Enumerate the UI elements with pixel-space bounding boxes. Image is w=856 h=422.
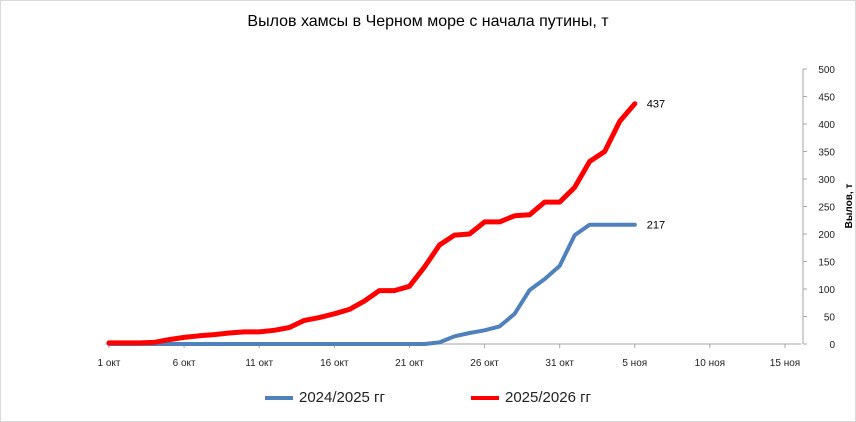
data-label: 217 [647, 220, 665, 232]
x-tick-label: 15 ноя [770, 358, 800, 369]
legend-swatch [264, 395, 293, 400]
legend-label: 2024/2025 гг [298, 389, 385, 406]
y-tick-label: 150 [818, 258, 835, 269]
x-tick-label: 26 окт [470, 358, 499, 369]
y-tick-label: 300 [818, 175, 835, 186]
legend-label: 2025/2026 гг [505, 389, 592, 406]
y-tick-label: 200 [818, 230, 835, 241]
x-tick-label: 5 ноя [622, 358, 647, 369]
legend-item-2024-2025: 2024/2025 гг [264, 389, 385, 406]
y-tick-label: 0 [829, 340, 835, 351]
y-tick-label: 400 [818, 120, 835, 131]
x-tick-label: 31 окт [545, 358, 574, 369]
y-tick-label: 350 [818, 148, 835, 159]
series-line-2024-2025 [107, 222, 637, 346]
x-tick-label: 6 окт [173, 358, 196, 369]
data-label: 437 [647, 99, 665, 111]
legend-item-2025-2026: 2025/2026 гг [471, 389, 591, 406]
y-tick-label: 250 [818, 203, 835, 214]
y-tick-label: 100 [818, 285, 835, 296]
legend: 2024/2025 гг 2025/2026 гг [1, 389, 855, 406]
legend-swatch [471, 395, 499, 400]
y-tick-label: 50 [824, 313, 836, 324]
series-layer [106, 101, 638, 346]
series-line-2025-2026 [106, 101, 638, 346]
y-tick-label: 450 [818, 93, 835, 104]
data-labels: 217 437 [647, 99, 665, 232]
x-tick-label: 1 окт [98, 358, 121, 369]
chart-title: Вылов хамсы в Черном море с начала путин… [247, 13, 609, 30]
x-tick-label: 10 ноя [695, 358, 725, 369]
x-tick-label: 11 окт [245, 358, 273, 369]
x-tick-label: 21 окт [395, 358, 424, 369]
y-tick-label: 500 [818, 65, 835, 76]
x-tick-label: 16 окт [320, 358, 349, 369]
x-axis: 1 окт 6 окт 11 окт 16 окт 21 окт 26 окт 31 окт… [98, 343, 801, 369]
y-axis-title: Вылов, т [844, 184, 855, 229]
y-axis: 0 50 100 150 200 250 300 350 400 450 500 [802, 65, 836, 351]
